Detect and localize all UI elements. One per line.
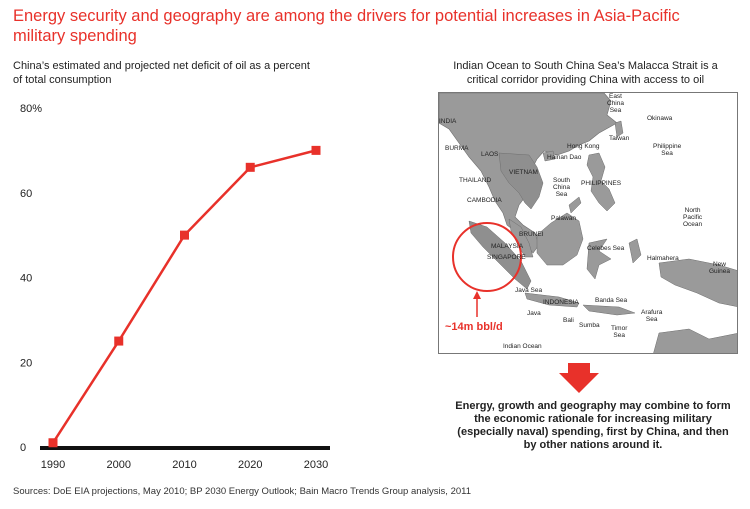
y-tick-label: 60: [20, 188, 32, 200]
java-island: [524, 292, 580, 308]
page-title: Energy security and geography are among …: [13, 7, 680, 45]
map-label-philippines: PHILIPPINES: [581, 180, 622, 187]
map-label-vietnam: VIETNAM: [509, 169, 538, 176]
data-point: [180, 230, 189, 240]
map-label-india: INDIA: [439, 118, 457, 125]
map-label-indonesia: INDONESIA: [543, 299, 579, 306]
map-title: Indian Ocean to South China Sea’s Malacc…: [453, 60, 718, 86]
callout-arrowhead: [473, 291, 481, 299]
southeast-asia-map: INDIA BURMA LAOS VIETNAM THAILAND CAMBOD…: [438, 92, 738, 354]
sources-footnote: Sources: DoE EIA projections, May 2010; …: [13, 486, 472, 497]
australia-coast: [653, 328, 737, 353]
data-point: [311, 145, 321, 155]
map-label-east-china-sea: East China Sea: [607, 93, 624, 114]
oil-flow-callout: ~14m bbl/d: [445, 321, 503, 333]
series-line: [51, 149, 317, 444]
y-tick-label: 0: [20, 442, 26, 454]
map-label-indian-ocean: Indian Ocean: [503, 343, 542, 350]
map-label-bali: Bali: [563, 317, 574, 324]
sulawesi-island: [586, 238, 612, 280]
map-label-taiwan: Taiwan: [609, 135, 630, 142]
halmahera-island: [628, 238, 642, 264]
map-label-south-china-sea: South China Sea: [553, 177, 570, 198]
y-tick-label: 80%: [20, 103, 42, 115]
map-label-malaysia: MALAYSIA: [491, 243, 524, 250]
map-label-halmahera: Halmahera: [647, 255, 679, 262]
hainan-island: [542, 150, 556, 162]
oil-deficit-line-chart: 0 20 40 60 80% 1990 2000 2010 2020 2030: [20, 103, 330, 471]
map-label-brunei: BRUNEI: [519, 231, 544, 238]
data-point: [114, 336, 124, 346]
map-label-thailand: THAILAND: [459, 177, 492, 184]
map-label-banda-sea: Banda Sea: [595, 297, 628, 304]
x-tick-label: 2030: [304, 459, 328, 471]
taiwan-island: [614, 120, 624, 138]
x-tick-label: 2020: [238, 459, 262, 471]
palawan-island: [568, 196, 582, 214]
y-tick-label: 40: [20, 273, 32, 285]
conclusion-note: Energy, growth and geography may combine…: [455, 400, 731, 451]
map-label-laos: LAOS: [481, 151, 499, 158]
sumatra-island: [468, 220, 532, 290]
chart-title: China’s estimated and projected net defi…: [13, 60, 310, 86]
map-label-palawan: Palawan: [551, 215, 576, 222]
map-label-okinawa: Okinawa: [647, 115, 673, 122]
map-label-hong-kong: Hong Kong: [567, 143, 600, 150]
map-label-hainan-dao: Hainan Dao: [547, 154, 582, 161]
map-label-celebes-sea: Celebes Sea: [587, 245, 625, 252]
map-label-timor-sea: Timor Sea: [611, 325, 628, 339]
malacca-strait-circle: [452, 222, 522, 292]
indochina: [498, 152, 544, 210]
x-tick-label: 1990: [41, 459, 65, 471]
borneo-island: [536, 212, 584, 266]
map-label-singapore: SINGAPORE: [487, 254, 526, 261]
map-label-philippine-sea: Philippine Sea: [653, 143, 682, 157]
data-point: [48, 438, 58, 448]
map-landmass: [439, 93, 737, 353]
x-tick-label: 2010: [172, 459, 196, 471]
philippines-islands: [586, 152, 616, 212]
map-label-java: Java: [527, 310, 541, 317]
map-label-cambodia: CAMBODIA: [467, 197, 502, 204]
data-point: [245, 162, 255, 172]
map-label-java-sea: Java Sea: [515, 287, 543, 294]
lesser-sunda-islands: [582, 304, 636, 316]
map-label-arafura-sea: Arafura Sea: [641, 309, 663, 323]
x-tick-label: 2000: [107, 459, 131, 471]
down-arrow-icon: [559, 363, 599, 393]
map-label-sumba: Sumba: [579, 322, 600, 329]
map-label-burma: BURMA: [445, 145, 469, 152]
new-guinea-island: [658, 258, 737, 307]
map-label-north-pacific-ocean: North Pacific Ocean: [683, 207, 703, 228]
map-label-new-guinea: New Guinea: [709, 261, 730, 275]
y-tick-label: 20: [20, 357, 32, 369]
